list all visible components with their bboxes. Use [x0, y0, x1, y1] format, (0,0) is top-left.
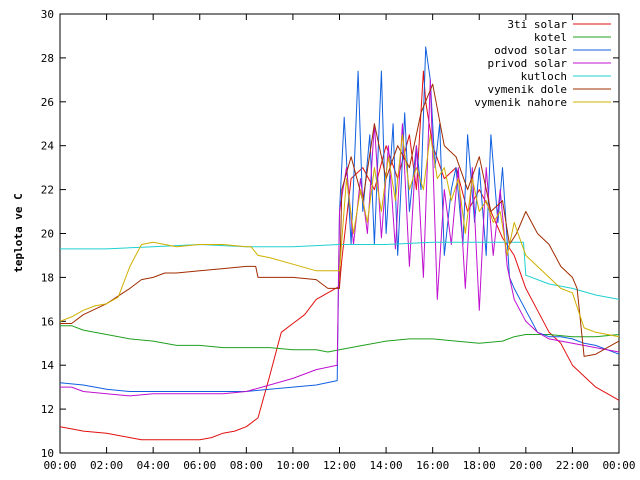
- legend-label: kotel: [534, 31, 567, 44]
- legend-label: vymenik nahore: [474, 96, 567, 109]
- x-tick-label: 06:00: [183, 459, 216, 472]
- x-tick-label: 18:00: [463, 459, 496, 472]
- y-tick-label: 12: [41, 403, 54, 416]
- y-tick-label: 20: [41, 228, 54, 241]
- y-tick-label: 22: [41, 184, 54, 197]
- x-tick-label: 16:00: [416, 459, 449, 472]
- y-tick-label: 14: [41, 359, 55, 372]
- series-line-vymenik-nahore: [59, 134, 620, 338]
- series-lines: [59, 46, 620, 441]
- series-line-vymenik-dole: [60, 83, 620, 357]
- series-line-kutloch: [60, 241, 620, 300]
- legend-label: kutloch: [521, 70, 567, 83]
- x-tick-label: 00:00: [602, 459, 635, 472]
- x-tick-label: 04:00: [137, 459, 170, 472]
- x-tick-label: 00:00: [43, 459, 76, 472]
- y-axis-ticks: 10 12 14 16 18 20 22 24 26 28 30: [41, 8, 619, 460]
- series-line-privod-solar: [60, 79, 620, 397]
- y-axis-label: teplota ve C: [12, 193, 25, 272]
- y-tick-label: 26: [41, 96, 54, 109]
- legend-label: vymenik dole: [488, 83, 567, 96]
- series-line-kotel: [60, 325, 620, 353]
- legend-label: 3ti solar: [507, 18, 567, 31]
- x-tick-label: 10:00: [276, 459, 309, 472]
- x-axis-ticks: 00:00 02:00 04:00 06:00 08:00 10:00 12:00 14:00…: [43, 14, 636, 472]
- y-tick-label: 10: [41, 447, 54, 460]
- legend-label: privod solar: [488, 57, 568, 70]
- series-line-3ti-solar: [59, 70, 620, 441]
- y-tick-label: 16: [41, 315, 54, 328]
- x-tick-label: 22:00: [556, 459, 589, 472]
- y-tick-label: 30: [41, 8, 54, 21]
- x-tick-label: 08:00: [230, 459, 263, 472]
- y-tick-label: 24: [41, 140, 55, 153]
- x-tick-label: 12:00: [323, 459, 356, 472]
- x-tick-label: 14:00: [370, 459, 403, 472]
- series-line-odvod-solar: [59, 46, 620, 392]
- legend-label: odvod solar: [494, 44, 567, 57]
- y-tick-label: 28: [41, 52, 54, 65]
- x-tick-label: 20:00: [509, 459, 542, 472]
- x-tick-label: 02:00: [90, 459, 123, 472]
- y-tick-label: 18: [41, 271, 54, 284]
